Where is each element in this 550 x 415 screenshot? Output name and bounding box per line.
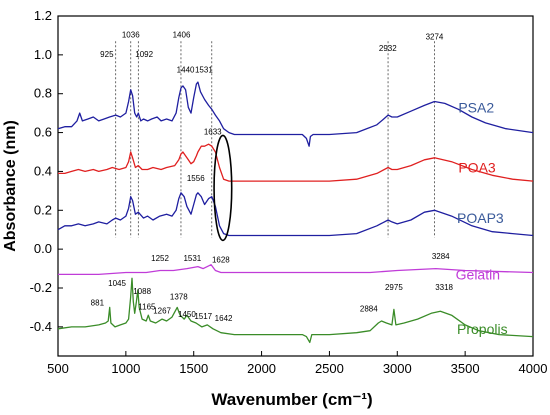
peak-label: 3318 [435, 283, 453, 292]
peak-label: 1406 [173, 30, 191, 39]
series-group: PSA2 POA3 POAP3 Gelatin Propolis [57, 81, 534, 344]
x-tick-label: 1000 [111, 361, 140, 376]
x-tick-label: 1500 [179, 361, 208, 376]
series-line-psa2 [57, 81, 534, 147]
peak-label: 881 [91, 298, 105, 307]
peak-label: 1450 [178, 310, 196, 319]
y-axis-title: Absorbance (nm) [2, 120, 19, 252]
peak-label: 2884 [360, 304, 378, 313]
series-label-poap3: POAP3 [457, 210, 504, 226]
y-tick-label: 0.8 [34, 86, 52, 101]
series-label-psa2: PSA2 [458, 99, 494, 115]
peak-label: 1440 [177, 65, 195, 74]
series-line-poap3 [57, 192, 534, 237]
peak-label: 1092 [135, 50, 153, 59]
peak-label: 1642 [215, 314, 233, 323]
peak-label: 1036 [122, 30, 140, 39]
series-line-poa3 [58, 143, 534, 182]
peak-label: 2975 [385, 283, 403, 292]
peak-label: 2932 [379, 44, 397, 53]
peak-label: 1517 [194, 312, 212, 321]
peak-label: 3274 [426, 32, 444, 41]
peak-label: 1045 [108, 279, 126, 288]
peak-label: 1531 [195, 65, 213, 74]
x-tick-label: 500 [47, 361, 69, 376]
y-tick-label: -0.2 [30, 280, 52, 295]
x-axis-title: Wavenumber (cm⁻¹) [211, 390, 372, 409]
series-label-poa3: POA3 [458, 160, 496, 176]
axes: 500 1000 1500 2000 2500 3000 3500 4000 -0.4 -0.2 0… [30, 8, 548, 376]
x-tick-label: 2500 [315, 361, 344, 376]
series-label-propolis: Propolis [457, 321, 508, 337]
x-tick-label: 3000 [383, 361, 412, 376]
peak-label: 1628 [212, 256, 230, 265]
peak-label: 1267 [153, 306, 171, 315]
y-tick-label: 1.2 [34, 8, 52, 23]
peak-label: 1633 [204, 128, 222, 137]
series-line-gelatin [58, 264, 534, 276]
y-tick-label: -0.4 [30, 319, 52, 334]
reference-lines [115, 41, 435, 238]
x-tick-label: 2000 [247, 361, 276, 376]
peak-label: 1165 [138, 302, 156, 311]
peak-label: 1531 [183, 254, 201, 263]
x-tick-label: 4000 [519, 361, 548, 376]
x-tick-label: 3500 [451, 361, 480, 376]
peak-label: 1088 [133, 287, 151, 296]
y-tick-label: 0.4 [34, 163, 52, 178]
series-line-propolis [57, 277, 534, 344]
peak-label: 1252 [151, 254, 169, 263]
peak-label: 1556 [187, 174, 205, 183]
peak-label: 3284 [432, 252, 450, 261]
plot-frame [57, 15, 534, 357]
peak-label: 1378 [170, 293, 188, 302]
y-tick-label: 0.2 [34, 202, 52, 217]
y-tick-label: 1.0 [34, 47, 52, 62]
highlight-ellipse [213, 134, 233, 242]
y-tick-label: 0.0 [34, 241, 52, 256]
peak-label: 925 [100, 50, 114, 59]
y-tick-label: 0.6 [34, 125, 52, 140]
series-label-gelatin: Gelatin [456, 266, 500, 282]
